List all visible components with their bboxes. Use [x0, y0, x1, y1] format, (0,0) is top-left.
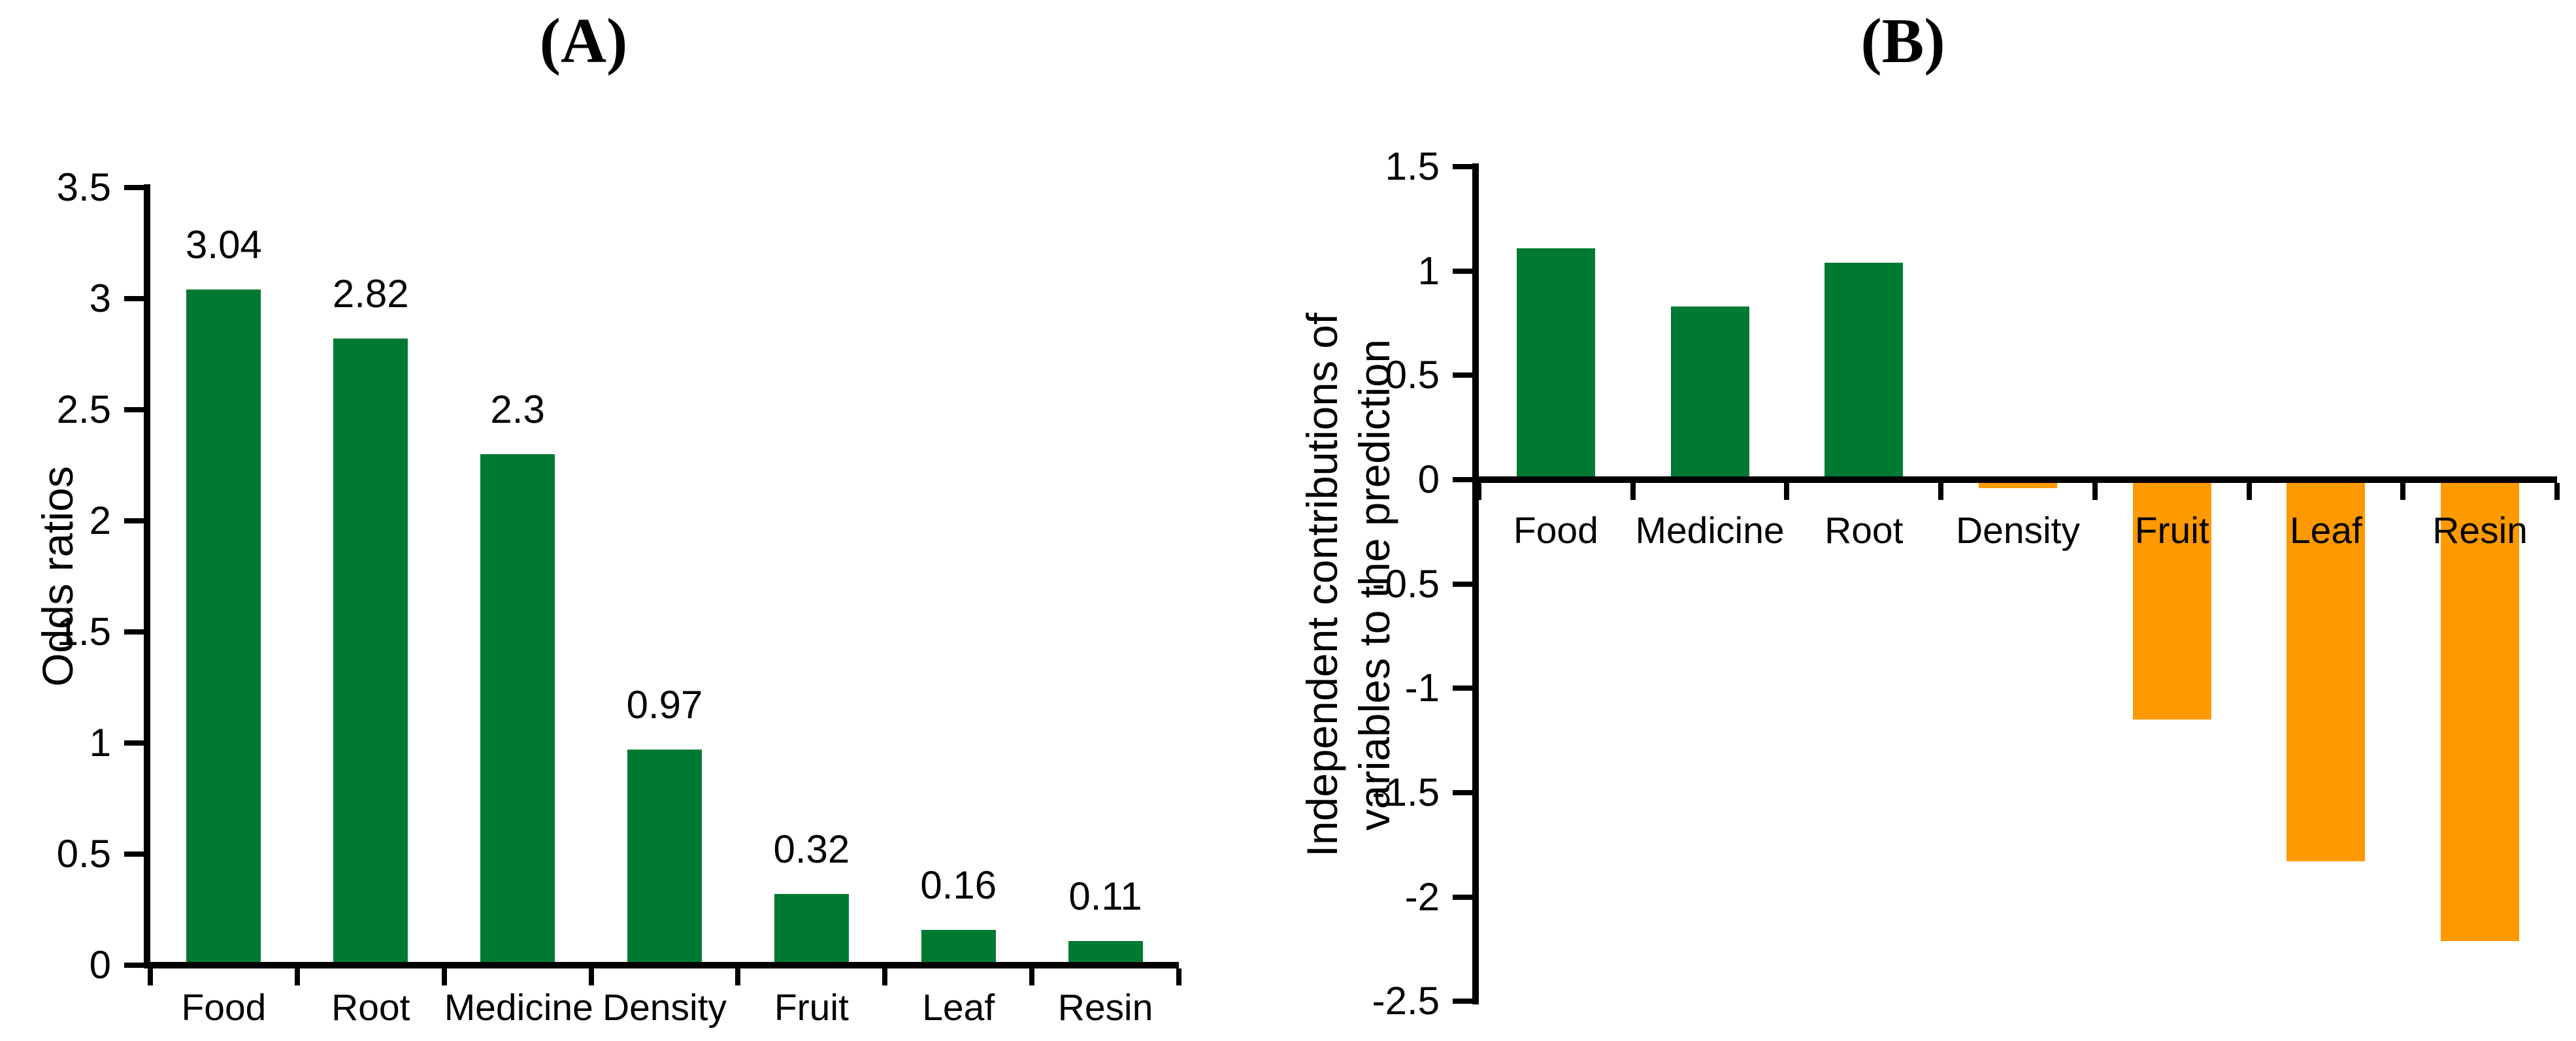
x-tick-mark	[1476, 483, 1481, 500]
category-label-leaf: Leaf	[2289, 510, 2362, 552]
x-tick-mark	[294, 968, 300, 985]
category-label-medicine: Medicine	[1635, 510, 1785, 552]
bar-root	[333, 339, 408, 965]
y-tick-label: 1.5	[56, 610, 111, 653]
bar-resin	[1068, 940, 1143, 965]
bar-medicine	[1670, 306, 1749, 480]
y-axis-line	[1472, 163, 1479, 1005]
chart-a-plot-area: 0 0.5 1 1.5 2 2.5 3 3.5 Food 3.04 Root 2.82 Medicine…	[0, 0, 1242, 1041]
y-tick-mark	[1453, 686, 1472, 691]
category-label-root: Root	[331, 987, 410, 1029]
y-tick-label: -2.5	[1372, 979, 1440, 1023]
category-label-fruit: Fruit	[774, 987, 849, 1029]
y-tick-mark	[124, 185, 144, 190]
y-tick-mark	[124, 851, 144, 857]
y-tick-mark	[124, 740, 144, 746]
category-label-density: Density	[1955, 510, 2081, 552]
value-label-food: 3.04	[186, 223, 262, 267]
y-tick-mark	[1453, 789, 1472, 795]
chart-b-title: (B)	[1860, 6, 1945, 76]
y-tick-label: 1	[89, 721, 111, 765]
y-tick-label: 0	[1417, 457, 1440, 501]
y-tick-label: 0.5	[56, 832, 111, 876]
y-tick-mark	[1453, 894, 1472, 900]
bar-food	[186, 289, 261, 965]
category-label-medicine: Medicine	[444, 987, 593, 1029]
bar-leaf	[2287, 480, 2366, 862]
y-tick-mark	[1453, 999, 1472, 1004]
x-tick-mark	[735, 968, 741, 985]
x-tick-mark	[2400, 483, 2406, 500]
x-tick-mark	[1784, 483, 1790, 500]
y-tick-mark	[124, 629, 144, 635]
y-tick-label: 1.5	[1385, 144, 1440, 189]
x-tick-mark	[1029, 968, 1035, 985]
y-tick-mark	[1453, 164, 1472, 170]
x-tick-mark	[588, 968, 594, 985]
chart-a-panel: (A) Odds ratios 0 0.5 1 1.5 2 2.5 3 3.5 Food 3.04…	[0, 0, 1242, 1041]
value-label-leaf: 0.16	[920, 863, 997, 907]
y-tick-label: 2	[89, 499, 111, 542]
value-label-density: 0.97	[626, 683, 703, 727]
y-tick-mark	[1453, 581, 1472, 587]
y-tick-mark	[1453, 477, 1472, 482]
bar-leaf	[921, 929, 996, 965]
category-label-resin: Resin	[1057, 987, 1153, 1029]
y-tick-label: -1.5	[1372, 770, 1440, 814]
y-tick-label: 3	[89, 276, 111, 320]
value-label-medicine: 2.3	[490, 388, 545, 431]
y-tick-mark	[124, 407, 144, 412]
category-label-fruit: Fruit	[2134, 510, 2209, 552]
bar-density	[627, 750, 702, 965]
y-tick-label: 2.5	[56, 388, 111, 431]
category-label-leaf: Leaf	[922, 987, 995, 1029]
category-label-resin: Resin	[2432, 510, 2528, 552]
x-axis-line	[1472, 476, 2557, 483]
y-tick-mark	[1453, 268, 1472, 274]
y-tick-mark	[124, 963, 144, 968]
chart-b-panel: (B) Independent contributions of variabl…	[1242, 0, 2576, 1041]
bar-root	[1825, 262, 1904, 480]
y-tick-mark	[124, 296, 144, 301]
bar-fruit	[774, 894, 849, 965]
x-tick-mark	[1176, 968, 1181, 985]
value-label-root: 2.82	[332, 272, 409, 316]
category-label-density: Density	[602, 987, 727, 1029]
y-tick-label: 0	[89, 943, 111, 987]
chart-a-title: (A)	[539, 6, 628, 76]
bar-fruit	[2132, 480, 2211, 720]
x-axis-line	[144, 962, 1179, 968]
x-tick-mark	[2246, 483, 2252, 500]
bar-food	[1516, 248, 1595, 480]
y-tick-label: 1	[1417, 248, 1440, 293]
y-tick-label: -2	[1404, 874, 1440, 919]
x-tick-mark	[441, 968, 447, 985]
y-tick-label: -0.5	[1372, 561, 1440, 606]
x-tick-mark	[1630, 483, 1636, 500]
y-tick-mark	[1453, 372, 1472, 378]
y-tick-label: 0.5	[1385, 353, 1440, 397]
y-tick-label: 3.5	[56, 165, 111, 209]
value-label-resin: 0.11	[1068, 874, 1142, 918]
x-tick-mark	[2554, 483, 2560, 500]
category-label-food: Food	[181, 987, 267, 1029]
x-tick-mark	[148, 968, 153, 985]
x-tick-mark	[882, 968, 888, 985]
y-tick-label: -1	[1404, 666, 1440, 710]
bar-resin	[2441, 480, 2520, 941]
x-tick-mark	[1938, 483, 1944, 500]
y-tick-mark	[124, 518, 144, 523]
x-tick-mark	[2092, 483, 2098, 500]
value-label-fruit: 0.32	[773, 827, 850, 872]
category-label-food: Food	[1513, 510, 1598, 552]
category-label-root: Root	[1825, 510, 1904, 552]
bar-medicine	[480, 454, 555, 965]
y-axis-line	[144, 184, 150, 968]
